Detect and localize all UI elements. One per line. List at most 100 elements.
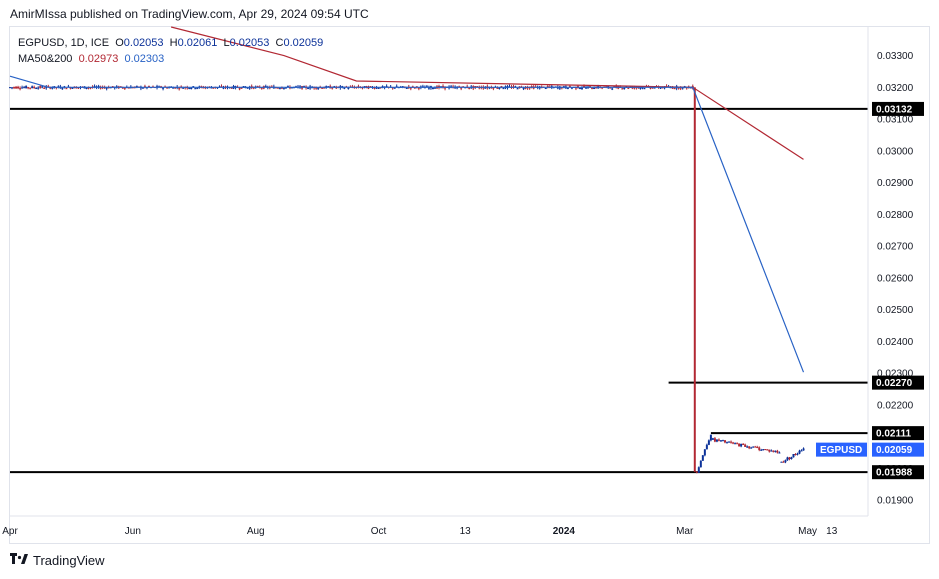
level-tag: [872, 465, 924, 480]
candle: [766, 449, 769, 451]
tradingview-logo-icon: [10, 553, 28, 568]
candle: [786, 456, 789, 461]
tradingview-brand: TradingView: [33, 553, 105, 568]
x-axis: Apr Jun Aug Oct 13 2024 Mar May 13: [2, 515, 868, 537]
candle: [717, 438, 720, 442]
low-value: 0.02053: [229, 37, 270, 49]
candle: [558, 85, 561, 91]
candle: [721, 439, 724, 442]
ma50-value: 0.02973: [78, 53, 119, 65]
candle: [798, 449, 801, 455]
candle: [566, 88, 569, 90]
candle: [701, 455, 704, 461]
x-tick-label: Mar: [676, 526, 694, 537]
ma-row: MA50&200 0.02973 0.02303: [18, 51, 323, 67]
candle: [695, 471, 698, 474]
candle: [31, 85, 34, 89]
candle: [25, 85, 28, 89]
level-tag: [872, 375, 924, 390]
y-tick-label: 0.02300: [877, 369, 914, 380]
y-tick-label: 0.02800: [877, 210, 914, 221]
y-tick-label: 0.01900: [877, 496, 914, 507]
candle: [784, 459, 787, 464]
candle: [756, 445, 759, 449]
candle: [33, 85, 36, 89]
candle: [792, 453, 795, 458]
candle: [17, 85, 20, 90]
symbol-tag: [816, 442, 867, 457]
candle: [329, 84, 332, 89]
candle: [39, 85, 42, 89]
candle: [693, 87, 696, 473]
candle: [744, 443, 747, 448]
candle: [760, 448, 763, 451]
candle: [788, 456, 791, 461]
candle: [770, 449, 773, 452]
last-price-tag: [872, 442, 924, 457]
symbol-tag-label: EGPUSD: [820, 445, 862, 456]
candle: [697, 466, 700, 474]
candle: [699, 460, 702, 468]
candle: [719, 440, 722, 442]
ohlc-row: EGPUSD, 1D, ICE O0.02053 H0.02061 L0.020…: [18, 35, 323, 51]
x-tick-label: 13: [826, 526, 838, 537]
candle: [43, 86, 46, 89]
candle: [65, 88, 68, 90]
candle: [776, 449, 779, 454]
x-tick-label: May: [798, 526, 817, 537]
x-tick-label: Oct: [371, 526, 387, 537]
candle: [758, 446, 761, 452]
y-tick-label: 0.02400: [877, 337, 914, 348]
candle: [736, 442, 739, 445]
candle: [19, 86, 22, 91]
candle: [278, 87, 281, 90]
candle: [705, 443, 708, 450]
candle: [264, 84, 267, 88]
candles: [9, 84, 805, 474]
ma200-line: [9, 75, 805, 373]
y-tick-label: 0.02600: [877, 273, 914, 284]
y-tick-label: 0.03000: [877, 146, 914, 157]
x-tick-label: Aug: [247, 526, 265, 537]
y-tick-label: 0.02500: [877, 305, 914, 316]
x-tick-label: 13: [460, 526, 472, 537]
candle: [778, 451, 781, 454]
tradingview-logo[interactable]: TradingView: [10, 553, 105, 568]
x-tick-label: 2024: [553, 526, 576, 537]
candle: [724, 440, 726, 444]
candle: [794, 453, 797, 456]
candle: [37, 86, 40, 90]
candle: [764, 449, 767, 451]
candle: [303, 85, 306, 88]
candle: [11, 87, 14, 90]
candle: [194, 87, 197, 90]
ma-indicator-label[interactable]: MA50&200: [18, 53, 73, 65]
moving-averages: [9, 26, 805, 373]
ma200-value: 0.02303: [124, 53, 165, 65]
y-tick-label: 0.02900: [877, 178, 914, 189]
candle: [774, 450, 777, 453]
candle: [762, 449, 765, 451]
candle: [578, 87, 581, 90]
y-tick-label: 0.02200: [877, 400, 914, 411]
close-value: 0.02059: [283, 37, 324, 49]
chart-frame[interactable]: [9, 26, 930, 544]
price-tags: 0.03132 0.02270 0.02111 0.01988 0.02059 EGPUS…: [816, 101, 924, 480]
y-tick-label: 0.03100: [877, 115, 914, 126]
candle: [750, 446, 753, 449]
candle: [15, 85, 18, 89]
candle: [780, 461, 783, 463]
candle: [452, 84, 455, 89]
candle: [581, 86, 583, 90]
candle: [123, 87, 126, 90]
candle: [188, 87, 191, 90]
candle: [85, 87, 88, 90]
symbol-label[interactable]: EGPUSD, 1D, ICE: [18, 37, 110, 49]
candle: [256, 85, 259, 88]
candle: [516, 87, 519, 90]
open-label: O: [115, 37, 124, 49]
level-tag-label: 0.03132: [876, 104, 913, 115]
y-tick-label: 0.02700: [877, 242, 914, 253]
candle: [27, 86, 30, 90]
